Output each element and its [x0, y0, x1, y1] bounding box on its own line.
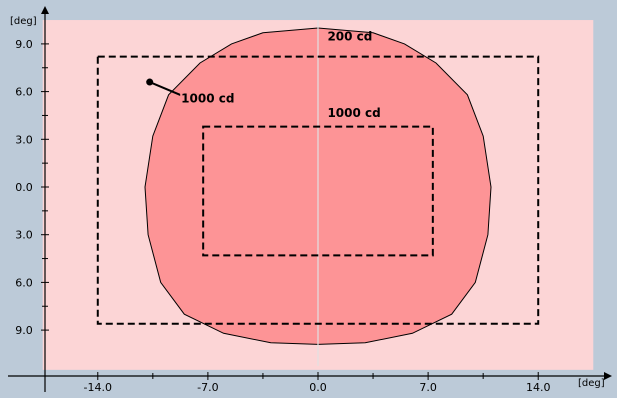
y-tick-label-1: 6.0	[15, 86, 33, 99]
y-tick-label-2: 3.0	[15, 133, 33, 146]
callout-dot	[146, 78, 154, 86]
x-tick-label-2: 0.0	[309, 381, 327, 394]
x-tick-label-1: -7.0	[197, 381, 218, 394]
box-label-1: 1000 cd	[327, 106, 380, 120]
callout-label-bg	[180, 88, 239, 108]
x-tick-label-0: -14.0	[84, 381, 112, 394]
y-tick-label-5: 6.0	[15, 276, 33, 289]
x-axis-arrow	[604, 372, 612, 380]
x-axis-label: [deg]	[578, 378, 605, 389]
dashed-box-1	[202, 125, 434, 257]
box-label-0: 200 cd	[327, 30, 372, 44]
y-tick-label-3: 0.0	[15, 181, 33, 194]
y-tick-label-0: 9.0	[15, 38, 33, 51]
y-tick-label-6: 9.0	[15, 324, 33, 337]
y-axis-label: [deg]	[10, 16, 37, 27]
callout-label: 1000 cd	[181, 92, 234, 106]
x-tick-label-3: 7.0	[419, 381, 437, 394]
y-axis-arrow	[41, 6, 49, 14]
y-tick-label-4: 3.0	[15, 229, 33, 242]
x-tick-label-4: 14.0	[526, 381, 551, 394]
dashed-box-0	[96, 55, 540, 325]
